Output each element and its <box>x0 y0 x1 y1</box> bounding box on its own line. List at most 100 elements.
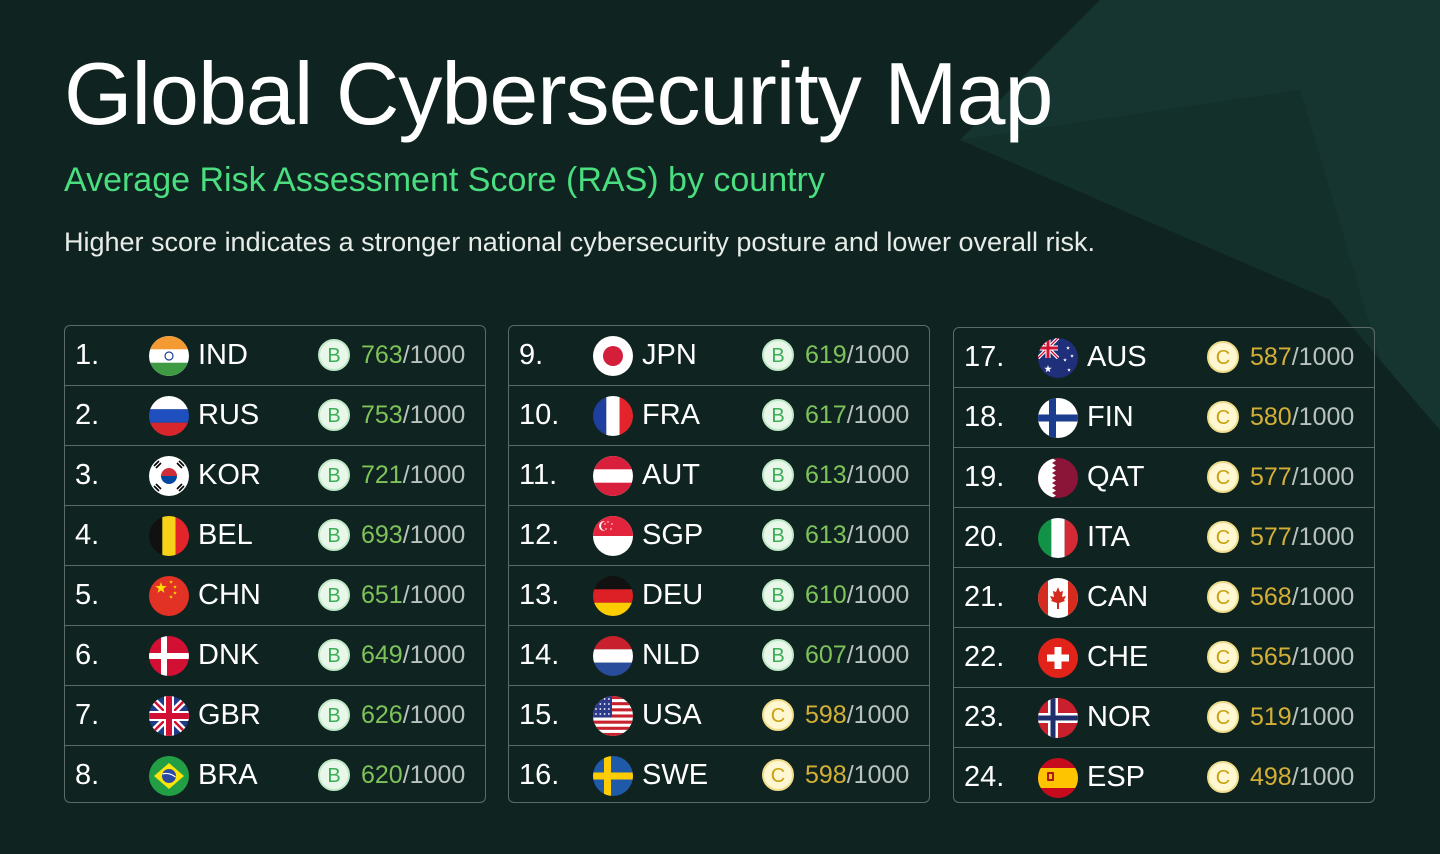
table-row: 9. JPN B 619/1000 <box>509 326 929 386</box>
rank-label: 2. <box>75 399 100 431</box>
rank-label: 16. <box>519 759 560 791</box>
rank-label: 8. <box>75 759 100 791</box>
score-max: /1000 <box>846 581 910 609</box>
score-max: /1000 <box>402 761 466 789</box>
grade-badge: B <box>318 699 350 731</box>
france-flag-icon <box>593 396 633 436</box>
canada-flag-icon <box>1038 578 1078 618</box>
score-value: 598 <box>805 701 847 729</box>
table-row: 8. BRA B 620/1000 <box>65 746 485 802</box>
country-code: CHE <box>1087 641 1149 673</box>
score-max: /1000 <box>1291 703 1355 731</box>
score-label: 519/1000 <box>1250 688 1354 746</box>
belgium-flag-icon <box>149 516 189 556</box>
norway-flag-icon <box>1038 698 1078 738</box>
south-korea-flag-icon <box>149 456 189 496</box>
score-value: 577 <box>1250 523 1292 551</box>
country-code: DEU <box>642 579 704 611</box>
table-row: 7. GBR B 626/1000 <box>65 686 485 746</box>
score-value: 587 <box>1250 343 1292 371</box>
score-max: /1000 <box>402 641 466 669</box>
score-label: 498/1000 <box>1250 748 1354 802</box>
score-label: 617/1000 <box>805 386 909 444</box>
ranking-table-2: 9. JPN B 619/1000 10. FRA B 617/1000 11. AUT B 613/… <box>508 325 930 803</box>
country-code: NOR <box>1087 701 1152 733</box>
table-row: 10. FRA B 617/1000 <box>509 386 929 446</box>
table-row: 3. KOR B 721/1000 <box>65 446 485 506</box>
score-max: /1000 <box>1291 463 1355 491</box>
country-code: DNK <box>198 639 260 671</box>
score-max: /1000 <box>402 401 466 429</box>
grade-badge: B <box>762 519 794 551</box>
country-code: KOR <box>198 459 261 491</box>
score-value: 580 <box>1250 403 1292 431</box>
spain-flag-icon <box>1038 758 1078 798</box>
score-value: 565 <box>1250 643 1292 671</box>
country-code: QAT <box>1087 461 1145 493</box>
grade-badge: C <box>1207 581 1239 613</box>
table-row: 23. NOR C 519/1000 <box>954 688 1374 748</box>
country-code: CAN <box>1087 581 1149 613</box>
score-value: 721 <box>361 461 403 489</box>
table-row: 11. AUT B 613/1000 <box>509 446 929 506</box>
uk-flag-icon <box>149 696 189 736</box>
rank-label: 6. <box>75 639 100 671</box>
country-code: USA <box>642 699 702 731</box>
grade-badge: B <box>762 579 794 611</box>
grade-badge: C <box>1207 401 1239 433</box>
netherlands-flag-icon <box>593 636 633 676</box>
country-code: SWE <box>642 759 709 791</box>
score-max: /1000 <box>846 461 910 489</box>
rank-label: 17. <box>964 341 1005 373</box>
germany-flag-icon <box>593 576 633 616</box>
grade-badge: B <box>762 639 794 671</box>
grade-badge: B <box>762 399 794 431</box>
score-max: /1000 <box>846 761 910 789</box>
score-max: /1000 <box>846 701 910 729</box>
score-max: /1000 <box>846 641 910 669</box>
japan-flag-icon <box>593 336 633 376</box>
rank-label: 1. <box>75 339 100 371</box>
grade-badge: C <box>762 699 794 731</box>
table-row: 16. SWE C 598/1000 <box>509 746 929 802</box>
score-label: 753/1000 <box>361 386 465 444</box>
table-row: 17. AUS C 587/1000 <box>954 328 1374 388</box>
table-row: 20. ITA C 577/1000 <box>954 508 1374 568</box>
finland-flag-icon <box>1038 398 1078 438</box>
rank-label: 12. <box>519 519 560 551</box>
grade-badge: C <box>1207 761 1239 793</box>
sweden-flag-icon <box>593 756 633 796</box>
table-row: 1. IND B 763/1000 <box>65 326 485 386</box>
austria-flag-icon <box>593 456 633 496</box>
score-label: 610/1000 <box>805 566 909 624</box>
grade-badge: B <box>318 759 350 791</box>
ranking-table-3: 17. AUS C 587/1000 18. FIN C 580/1000 19. QAT C 577… <box>953 327 1375 803</box>
grade-badge: C <box>1207 521 1239 553</box>
rank-label: 5. <box>75 579 100 611</box>
country-code: FIN <box>1087 401 1134 433</box>
score-max: /1000 <box>1291 523 1355 551</box>
grade-badge: B <box>318 519 350 551</box>
score-label: 568/1000 <box>1250 568 1354 626</box>
score-label: 580/1000 <box>1250 388 1354 446</box>
ranking-table-1: 1. IND B 763/1000 2. RUS B 753/1000 3. KOR B 721/10… <box>64 325 486 803</box>
table-row: 18. FIN C 580/1000 <box>954 388 1374 448</box>
score-value: 598 <box>805 761 847 789</box>
grade-badge: C <box>1207 641 1239 673</box>
score-value: 763 <box>361 341 403 369</box>
country-code: NLD <box>642 639 701 671</box>
score-label: 613/1000 <box>805 506 909 564</box>
table-row: 6. DNK B 649/1000 <box>65 626 485 686</box>
table-row: 22. CHE C 565/1000 <box>954 628 1374 688</box>
rank-label: 21. <box>964 581 1005 613</box>
switzerland-flag-icon <box>1038 638 1078 678</box>
rank-label: 20. <box>964 521 1005 553</box>
italy-flag-icon <box>1038 518 1078 558</box>
score-label: 613/1000 <box>805 446 909 504</box>
grade-badge: B <box>762 459 794 491</box>
score-label: 651/1000 <box>361 566 465 624</box>
score-label: 721/1000 <box>361 446 465 504</box>
grade-badge: B <box>318 639 350 671</box>
score-value: 568 <box>1250 583 1292 611</box>
score-value: 619 <box>805 341 847 369</box>
